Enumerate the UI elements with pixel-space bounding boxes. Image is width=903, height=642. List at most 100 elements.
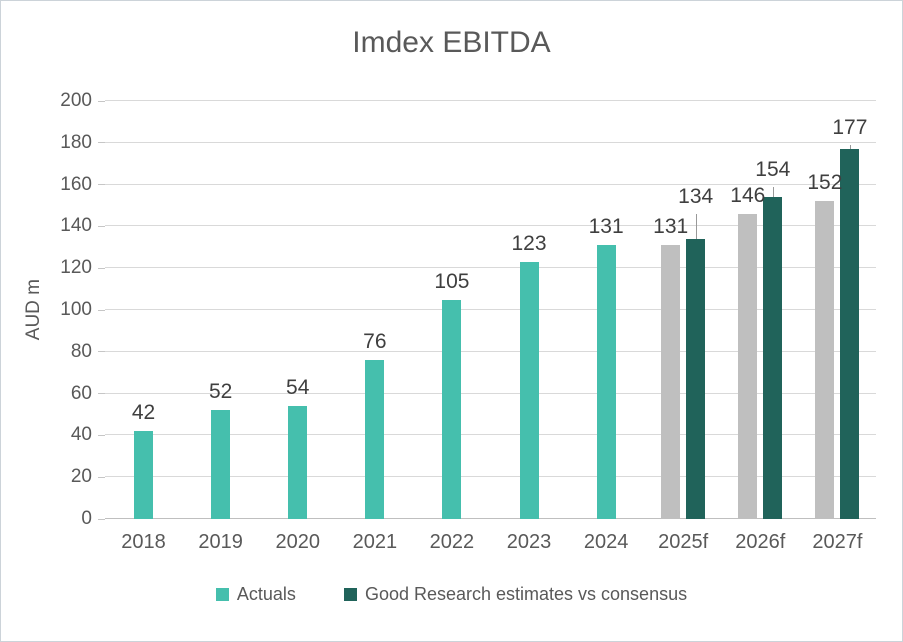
y-tick-mark bbox=[98, 267, 105, 269]
legend-swatch-icon bbox=[215, 588, 229, 601]
y-tick-mark bbox=[98, 434, 105, 436]
y-tick-label: 200 bbox=[49, 89, 105, 113]
bar-group-2021: 76 bbox=[336, 101, 413, 519]
y-tick-label: 140 bbox=[49, 214, 105, 238]
x-axis: 2018 2019 2020 2021 2022 2023 2024 2025f 2026f 20… bbox=[105, 531, 876, 554]
gridline bbox=[105, 392, 876, 394]
y-tick-value: 120 bbox=[60, 257, 92, 279]
error-whisker-2025f bbox=[695, 213, 697, 239]
legend-item: Actuals bbox=[215, 584, 296, 605]
bar-value-label: 76 bbox=[363, 330, 387, 354]
y-axis: 0 20 40 60 80 100 120 140 160 180 200 bbox=[49, 90, 105, 529]
bar-value-label: 177 bbox=[832, 115, 868, 139]
bar-value-label: 134 bbox=[678, 184, 714, 208]
bar-value-label: 105 bbox=[434, 269, 470, 293]
y-tick-mark bbox=[98, 142, 105, 144]
bar-actuals-2024 bbox=[596, 245, 616, 519]
gridline bbox=[105, 350, 876, 352]
gridline bbox=[105, 100, 876, 101]
bar-actuals-2021 bbox=[365, 360, 385, 519]
barwrap-estimates-2025f: 134 bbox=[678, 101, 713, 519]
y-tick-label: 180 bbox=[49, 131, 105, 155]
bar-group-2023: 123 bbox=[490, 101, 567, 519]
legend-swatch-icon bbox=[343, 588, 357, 601]
y-tick-mark bbox=[98, 518, 105, 520]
x-axis-label-2026f: 2026f bbox=[735, 531, 786, 553]
bar-value-label: 54 bbox=[286, 376, 310, 400]
y-tick-label: 160 bbox=[49, 173, 105, 197]
x-axis-label-2024: 2024 bbox=[583, 531, 629, 553]
barwrap-actuals-2019: 52 bbox=[208, 101, 233, 519]
gridline bbox=[105, 434, 876, 436]
legend-item: Good Research estimates vs consensus bbox=[343, 584, 688, 605]
gridline bbox=[105, 225, 876, 227]
bar-group-2025f: 131 134 bbox=[645, 101, 722, 519]
x-axis-label-2022: 2022 bbox=[429, 531, 475, 553]
x-axis-label-2018: 2018 bbox=[121, 531, 166, 553]
y-tick-label: 100 bbox=[49, 298, 105, 322]
y-tick-mark bbox=[98, 309, 105, 311]
y-tick-value: 40 bbox=[70, 424, 92, 446]
barwrap-consensus-2026f: 146 bbox=[730, 101, 765, 519]
y-tick-mark bbox=[98, 476, 105, 478]
chart-title: Imdex EBITDA bbox=[352, 26, 551, 59]
bar-actuals-2022 bbox=[442, 299, 462, 519]
bar-group-2018: 42 bbox=[105, 101, 182, 519]
y-axis-label: AUD m bbox=[23, 279, 44, 341]
bar-consensus-2025f bbox=[661, 245, 681, 519]
barwrap-actuals-2021: 76 bbox=[363, 101, 387, 519]
y-tick-label: 40 bbox=[49, 423, 105, 447]
plot-area: 42 52 54 76 105 123 131 131 134 146 154 152 177 bbox=[105, 100, 876, 519]
bar-value-label: 131 bbox=[588, 215, 624, 239]
bar-value-label: 52 bbox=[208, 380, 233, 404]
bar-group-2026f: 146 154 bbox=[722, 101, 799, 519]
y-tick-value: 160 bbox=[60, 173, 92, 195]
y-tick-label: 120 bbox=[49, 256, 105, 280]
bar-value-label: 123 bbox=[511, 231, 547, 255]
bar-value-label: 42 bbox=[131, 401, 156, 425]
legend-label: Actuals bbox=[236, 584, 296, 604]
bar-estimates-2027f bbox=[840, 149, 860, 519]
x-axis-label-2025f: 2025f bbox=[658, 531, 709, 553]
y-tick-label: 0 bbox=[49, 507, 105, 531]
gridline bbox=[105, 309, 876, 310]
y-tick-value: 80 bbox=[70, 340, 92, 362]
x-axis-label-2021: 2021 bbox=[352, 531, 398, 553]
x-axis-label-2020: 2020 bbox=[275, 531, 320, 553]
bar-group-2020: 54 bbox=[259, 101, 336, 519]
gridline bbox=[105, 476, 876, 478]
y-tick-value: 20 bbox=[70, 466, 92, 488]
barwrap-estimates-2026f: 154 bbox=[755, 101, 790, 519]
bar-actuals-2018 bbox=[134, 431, 154, 519]
plot-column: 42 52 54 76 105 123 131 131 134 146 154 152 177 2018… bbox=[105, 100, 876, 554]
barwrap-actuals-2023: 123 bbox=[511, 101, 547, 519]
bar-consensus-2027f bbox=[815, 201, 835, 519]
barwrap-actuals-2018: 42 bbox=[131, 101, 156, 519]
gridline bbox=[105, 267, 876, 269]
y-tick-mark bbox=[98, 100, 105, 102]
bar-consensus-2026f bbox=[738, 213, 758, 519]
x-axis-baseline bbox=[105, 518, 876, 519]
y-tick-mark bbox=[98, 351, 105, 353]
chart-body: AUD m 0 20 40 60 80 100 120 140 160 180 200 42 52 54… bbox=[1, 90, 902, 554]
bar-value-label: 152 bbox=[807, 171, 843, 195]
y-tick-value: 0 bbox=[81, 508, 92, 529]
bar-group-2019: 52 bbox=[182, 101, 259, 519]
barwrap-consensus-2027f: 152 bbox=[807, 101, 842, 519]
bar-group-2024: 131 bbox=[568, 101, 645, 519]
y-tick-value: 60 bbox=[70, 382, 92, 404]
y-tick-value: 140 bbox=[60, 215, 92, 237]
y-tick-value: 200 bbox=[60, 90, 92, 111]
y-tick-mark bbox=[98, 184, 105, 186]
bar-actuals-2020 bbox=[288, 406, 308, 519]
barwrap-actuals-2024: 131 bbox=[589, 101, 624, 519]
bar-actuals-2019 bbox=[211, 410, 231, 519]
x-axis-label-2019: 2019 bbox=[198, 531, 243, 553]
y-tick-label: 80 bbox=[49, 340, 105, 364]
legend-label: Good Research estimates vs consensus bbox=[364, 584, 688, 604]
barwrap-actuals-2020: 54 bbox=[286, 101, 310, 519]
y-tick-label: 20 bbox=[49, 465, 105, 489]
bar-estimates-2025f bbox=[686, 238, 706, 519]
y-tick-mark bbox=[98, 393, 105, 395]
